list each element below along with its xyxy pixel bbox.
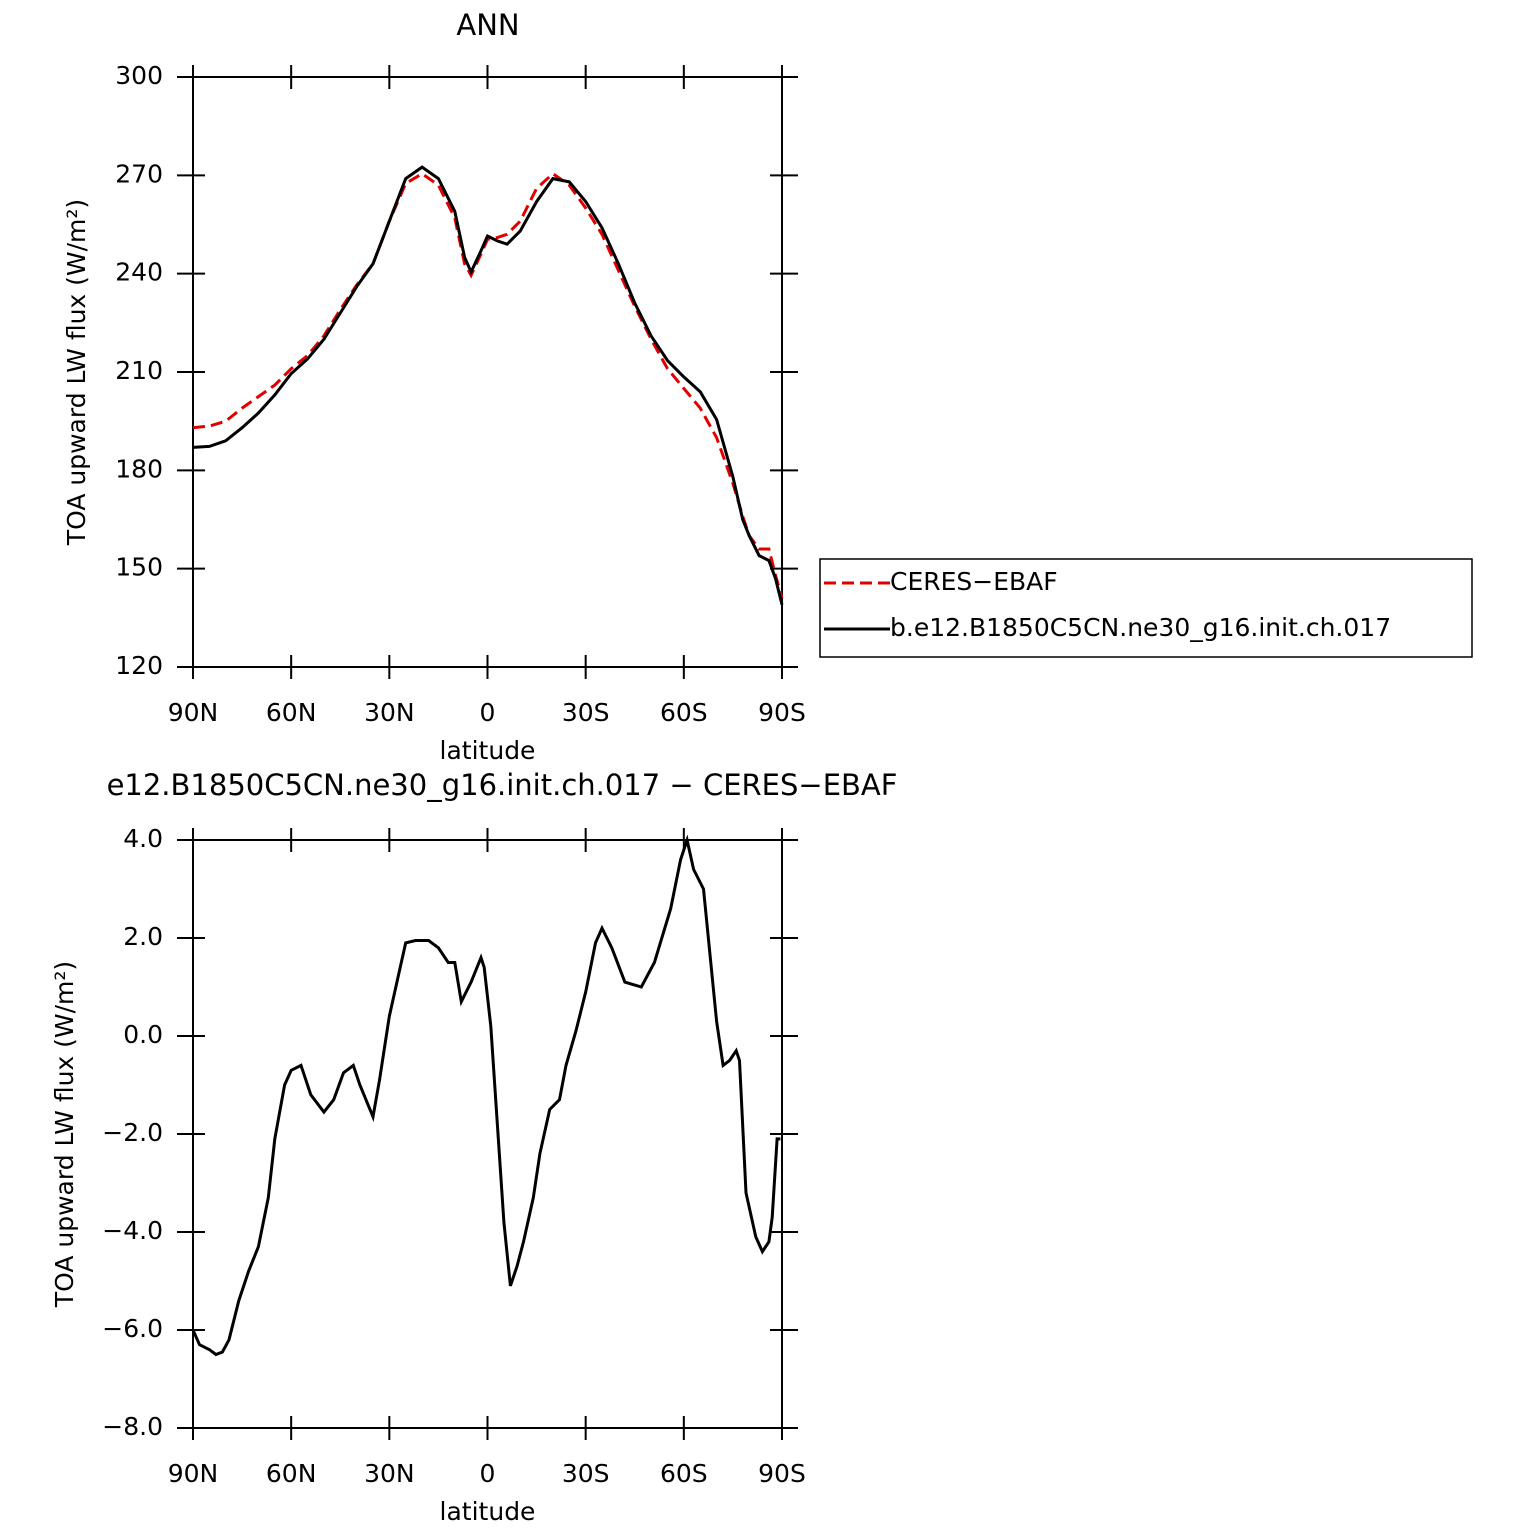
y-tick-label: 0.0: [123, 1020, 163, 1049]
x-tick-label: 60N: [266, 1459, 317, 1488]
x-tick-label: 90N: [168, 1459, 219, 1488]
x-tick-label: 60S: [660, 1459, 708, 1488]
chart-title: e12.B1850C5CN.ne30_g16.init.ch.017 − CER…: [107, 768, 898, 802]
x-tick-label: 60N: [266, 698, 317, 727]
x-tick-label: 0: [480, 1459, 496, 1488]
y-tick-label: 4.0: [123, 824, 163, 853]
x-tick-label: 30N: [364, 698, 415, 727]
legend-label: CERES−EBAF: [890, 567, 1058, 596]
x-tick-label: 30S: [562, 698, 610, 727]
y-tick-label: 180: [115, 454, 163, 483]
legend-label: b.e12.B1850C5CN.ne30_g16.init.ch.017: [890, 613, 1391, 642]
x-tick-label: 90S: [758, 1459, 806, 1488]
y-tick-label: 150: [115, 553, 163, 582]
y-tick-label: −2.0: [102, 1118, 163, 1147]
plot-frame: [192, 839, 783, 1429]
x-tick-label: 60S: [660, 698, 708, 727]
y-tick-label: 210: [115, 356, 163, 385]
x-axis-label: latitude: [440, 1497, 536, 1526]
y-tick-label: 2.0: [123, 922, 163, 951]
chart-title: ANN: [456, 8, 519, 42]
y-tick-label: 300: [115, 61, 163, 90]
data-line: [192, 171, 784, 599]
x-axis-label: latitude: [440, 736, 536, 765]
x-tick-label: 90S: [758, 698, 806, 727]
y-tick-label: −4.0: [102, 1216, 163, 1245]
x-tick-label: 30N: [364, 1459, 415, 1488]
y-axis-label: TOA upward LW flux (W/m²): [62, 199, 91, 546]
y-axis-label: TOA upward LW flux (W/m²): [50, 961, 79, 1308]
x-tick-label: 90N: [168, 698, 219, 727]
y-tick-label: −6.0: [102, 1314, 163, 1343]
x-tick-label: 0: [480, 698, 496, 727]
y-tick-label: 120: [115, 651, 163, 680]
data-line: [191, 834, 781, 1357]
legend-box: [819, 558, 1473, 658]
y-tick-label: −8.0: [102, 1412, 163, 1441]
plot-frame: [192, 76, 783, 668]
y-tick-label: 240: [115, 258, 163, 287]
data-line: [192, 165, 784, 606]
x-tick-label: 30S: [562, 1459, 610, 1488]
y-tick-label: 270: [115, 159, 163, 188]
